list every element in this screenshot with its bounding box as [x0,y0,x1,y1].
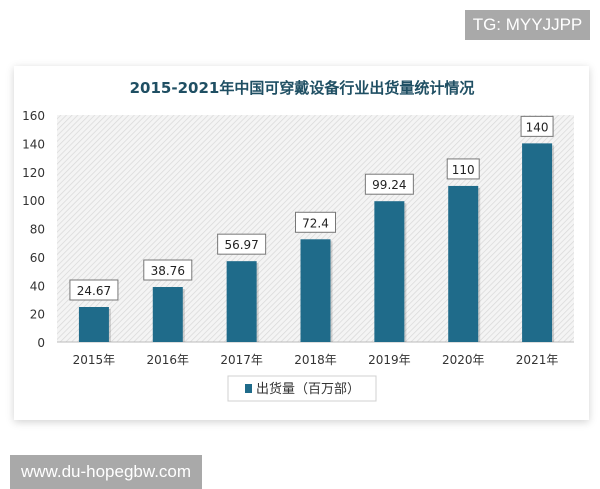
data-label: 56.97 [224,238,258,252]
data-label-box [217,233,267,255]
data-label-box [446,158,480,180]
data-label-box [520,115,554,137]
data-label-box [143,259,193,281]
x-axis: 2015年 2016年 2017年 2018年 2019年 2020年 2021年 [73,353,559,367]
y-tick-label: 100 [22,194,45,208]
bar [152,287,183,342]
y-tick-label: 40 [30,279,45,293]
y-tick-label: 160 [22,109,45,123]
bar [522,143,553,342]
bar [78,306,109,342]
bar [226,261,257,342]
data-label-box [69,279,119,301]
data-label: 24.67 [77,284,111,298]
y-tick-label: 140 [22,137,45,151]
y-tick-label: 20 [30,308,45,322]
data-label: 72.4 [302,216,329,230]
x-tick-label: 2017年 [220,353,263,367]
x-tick-label: 2015年 [73,353,116,367]
watermark-top: TG: MYYJJPP [465,10,590,40]
data-label: 99.24 [372,178,406,192]
data-label: 110 [452,163,475,177]
x-tick-label: 2016年 [147,353,190,367]
bar [300,239,331,342]
bar [374,201,405,342]
legend-box [227,375,377,402]
chart-title: 2015-2021年中国可穿戴设备行业出货量统计情况 [130,79,475,97]
data-label: 140 [526,120,549,134]
legend-label: 出货量（百万部） [256,381,360,397]
data-label: 38.76 [151,264,185,278]
y-tick-label: 0 [37,336,45,350]
legend: 出货量（百万部） [227,375,377,402]
x-tick-label: 2021年 [516,353,559,367]
x-tick-label: 2018年 [294,353,337,367]
data-label-box [364,173,414,195]
y-tick-label: 60 [30,251,45,265]
x-tick-label: 2020年 [442,353,485,367]
legend-swatch [245,384,252,393]
y-tick-label: 80 [30,223,45,237]
x-tick-label: 2019年 [368,353,411,367]
data-label-box [295,211,336,233]
y-tick-label: 120 [22,166,45,180]
bar [448,185,479,342]
bars: 24.67 38.76 56.97 72.4 99.24 110 140 [69,115,555,342]
